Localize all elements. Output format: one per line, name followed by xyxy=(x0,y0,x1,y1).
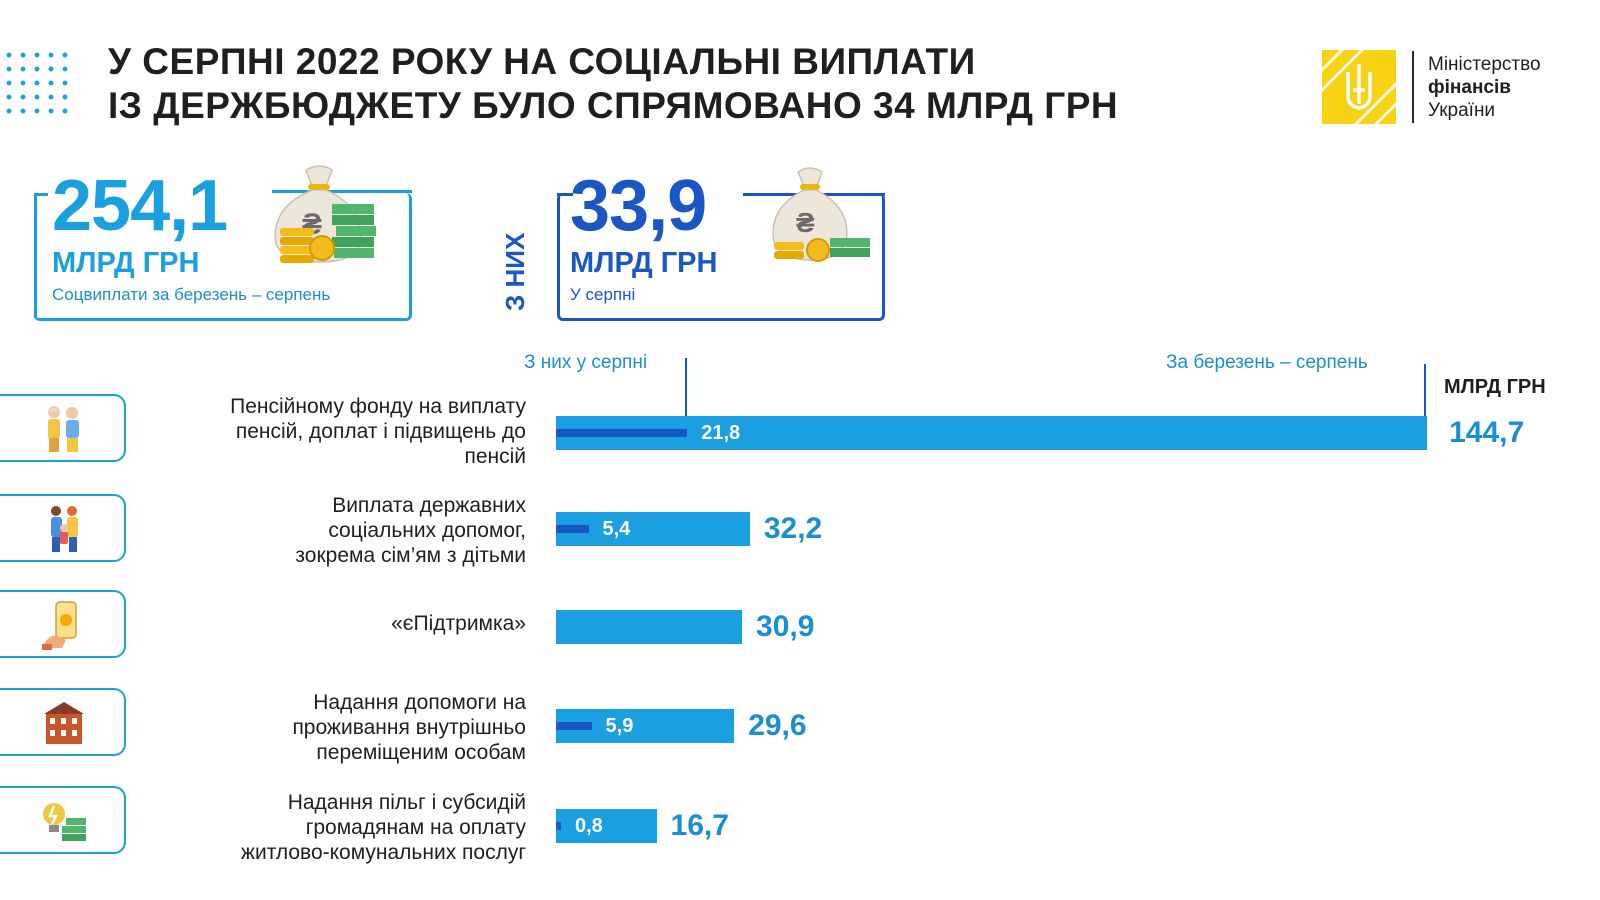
svg-text:₴: ₴ xyxy=(796,207,815,238)
bar-total-label-epidtrymka: 30,9 xyxy=(756,610,815,643)
total-value: 254,1 xyxy=(52,166,228,246)
logo-text: Міністерство фінансів України xyxy=(1428,53,1541,122)
row-label-subsidies: Надання пільг і субсидій громадянам на оп… xyxy=(240,791,526,864)
bar-total-epidtrymka xyxy=(556,610,743,644)
total-unit: МЛРД ГРН xyxy=(52,247,200,279)
row-label-idp: Надання допомоги на проживання внутрішньо… xyxy=(292,691,526,764)
row-icon-box-pension xyxy=(0,394,126,462)
lightbulb-money-icon xyxy=(43,803,86,841)
legend-august-line xyxy=(685,358,687,426)
august-unit: МЛРД ГРН xyxy=(570,247,718,279)
logo-line-1: Міністерство xyxy=(1428,53,1541,75)
bar-august-label-social: 5,4 xyxy=(602,518,631,540)
page-title: У СЕРПНІ 2022 РОКУ НА СОЦІАЛЬНІ ВИПЛАТИ … xyxy=(108,40,1118,128)
decorative-dots xyxy=(2,48,74,122)
august-caption: У серпні xyxy=(570,285,636,304)
bar-august-pension xyxy=(556,429,688,437)
row-icon-box-social xyxy=(0,494,126,562)
bar-total-label-social: 32,2 xyxy=(763,512,823,545)
row-label-epidtrymka: «єПідтримка» xyxy=(391,612,526,635)
trident-emblem-icon xyxy=(1322,50,1396,124)
logo-line-3: України xyxy=(1428,99,1496,121)
bar-total-subsidies xyxy=(556,809,657,843)
family-icon xyxy=(51,506,78,552)
ministry-logo: Міністерство фінансів України xyxy=(1322,50,1541,124)
august-value: 33,9 xyxy=(570,166,707,246)
bar-total-label-pension: 144,7 xyxy=(1449,416,1525,449)
bar-august-label-idp: 5,9 xyxy=(605,715,634,737)
row-icon-box-idp xyxy=(0,688,126,756)
house-icon xyxy=(44,702,84,744)
legend-august: З них у серпні xyxy=(524,352,648,373)
bar-total-label-subsidies: 16,7 xyxy=(670,809,729,842)
legend-total: За березень – серпень xyxy=(1166,352,1368,373)
bar-august-label-subsidies: 0,8 xyxy=(575,815,603,837)
bar-august-social xyxy=(556,525,589,533)
logo-separator xyxy=(1412,51,1414,123)
total-caption: Соцвиплати за березень – серпень xyxy=(52,285,331,304)
bar-total-pension xyxy=(556,416,1428,450)
bar-august-subsidies xyxy=(556,822,561,830)
money-bag-small-icon: ₴ xyxy=(772,167,870,262)
smartphone-payment-icon xyxy=(42,601,77,650)
logo-line-2: фінансів xyxy=(1428,76,1511,98)
unit-header: МЛРД ГРН xyxy=(1444,376,1546,398)
row-label-pension: Пенсійному фонду на виплату пенсій, допла… xyxy=(230,395,526,468)
bar-total-label-idp: 29,6 xyxy=(748,709,807,742)
elderly-couple-icon xyxy=(47,406,79,452)
title-line-1: У СЕРПНІ 2022 РОКУ НА СОЦІАЛЬНІ ВИПЛАТИ xyxy=(108,41,976,82)
row-label-social: Виплата державних соціальних допомог, зокр… xyxy=(295,494,526,567)
row-icon-box-epidtrymka xyxy=(0,590,126,658)
bar-august-idp xyxy=(556,722,592,730)
title-line-2: ІЗ ДЕРЖБЮДЖЕТУ БУЛО СПРЯМОВАНО 34 МЛРД Г… xyxy=(108,85,1119,126)
bar-august-label-pension: 21,8 xyxy=(701,422,741,444)
legend-total-line xyxy=(1424,364,1426,436)
total-stat-box xyxy=(34,190,412,321)
money-bag-icon: ₴ xyxy=(274,165,376,263)
row-icon-box-subsidies xyxy=(0,786,126,854)
